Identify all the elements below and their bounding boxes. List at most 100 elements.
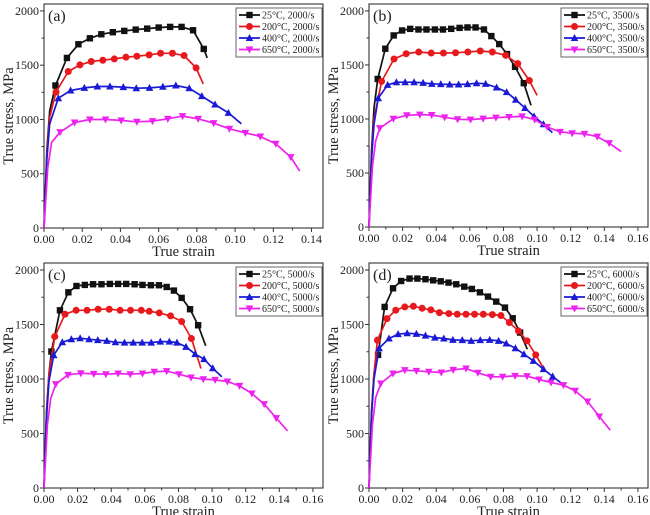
data-point xyxy=(126,371,135,379)
legend-marker xyxy=(571,282,578,289)
data-point xyxy=(374,75,381,83)
data-point xyxy=(172,81,180,89)
chart-panel-b: 0.00 0.02 0.04 0.06 0.08 0.10 0.12 0.14 0.16 0 500… xyxy=(326,3,649,259)
y-tick-label: 500 xyxy=(346,166,364,180)
data-point xyxy=(381,303,388,311)
y-axis-label: True stress, MPa xyxy=(1,67,17,165)
data-point xyxy=(52,82,59,89)
data-point xyxy=(116,306,124,314)
data-point xyxy=(119,83,128,91)
legend-marker xyxy=(570,293,579,300)
data-point xyxy=(93,82,102,90)
data-point xyxy=(385,334,393,342)
data-point xyxy=(54,94,63,102)
data-point xyxy=(178,113,187,121)
data-point xyxy=(209,120,218,128)
data-point xyxy=(496,40,503,48)
series-square xyxy=(368,24,532,228)
data-point xyxy=(593,133,602,141)
data-point xyxy=(192,64,200,72)
legend-entry: 25°C, 5000/s xyxy=(262,270,314,281)
data-point xyxy=(223,378,232,386)
data-point xyxy=(180,52,188,60)
data-point xyxy=(235,382,244,390)
legend-entry: 200°C, 6000/s xyxy=(587,281,644,292)
y-tick-label: 500 xyxy=(346,426,364,440)
data-point xyxy=(194,115,203,123)
series-square xyxy=(43,280,207,489)
plot-frame xyxy=(368,262,649,489)
data-point xyxy=(170,287,178,294)
data-point xyxy=(445,310,453,318)
legend-marker xyxy=(246,282,253,289)
data-point xyxy=(462,310,470,318)
series-square xyxy=(368,275,529,489)
data-point xyxy=(178,294,185,302)
y-tick-label: 1000 xyxy=(340,112,364,126)
data-point xyxy=(583,398,592,406)
y-axis-label: True stress, MPa xyxy=(1,326,17,424)
data-point xyxy=(529,356,538,364)
x-tick-label: 0.08 xyxy=(493,492,514,506)
data-point xyxy=(389,115,398,123)
series-triangle-up xyxy=(43,81,242,229)
data-point xyxy=(111,338,120,346)
legend-entry: 650°C, 6000/s xyxy=(587,304,644,315)
data-point xyxy=(77,370,85,378)
data-point xyxy=(406,25,414,33)
legend-entry: 650°C, 2000/s xyxy=(262,45,319,56)
panel-label: (d) xyxy=(373,267,392,284)
series-line xyxy=(368,81,553,228)
legend-entry: 25°C, 6000/s xyxy=(587,270,639,281)
data-point xyxy=(497,312,505,320)
legend-marker xyxy=(246,23,253,30)
data-point xyxy=(225,125,234,133)
data-point xyxy=(488,311,496,319)
data-point xyxy=(375,125,384,133)
data-point xyxy=(402,50,410,58)
data-point xyxy=(64,68,72,76)
legend-marker xyxy=(571,23,578,30)
data-point xyxy=(447,25,455,33)
data-point xyxy=(556,128,564,136)
data-point xyxy=(472,24,479,31)
series-triangle-up xyxy=(368,78,553,228)
data-point xyxy=(468,285,476,293)
data-point xyxy=(461,283,468,290)
series-triangle-down xyxy=(43,368,289,489)
data-point xyxy=(132,84,141,92)
x-tick-label: 0.06 xyxy=(148,232,169,246)
y-tick-label: 2000 xyxy=(15,4,39,18)
data-point xyxy=(186,306,194,313)
data-point xyxy=(164,115,172,123)
data-point xyxy=(523,337,531,345)
data-point xyxy=(452,49,460,57)
data-point xyxy=(509,315,516,322)
data-point xyxy=(543,123,551,131)
data-point xyxy=(511,95,520,103)
series-triangle-up xyxy=(368,329,564,489)
data-point xyxy=(390,55,398,63)
data-point xyxy=(132,26,139,33)
legend-entry: 200°C, 2000/s xyxy=(262,22,319,33)
data-point xyxy=(199,376,208,384)
data-point xyxy=(488,32,495,40)
data-point xyxy=(138,338,146,346)
data-point xyxy=(436,80,445,88)
data-point xyxy=(131,281,138,288)
data-point xyxy=(98,281,105,288)
data-point xyxy=(105,305,113,313)
data-point xyxy=(559,382,568,390)
data-point xyxy=(412,329,421,337)
data-point xyxy=(70,119,79,127)
x-axis-label: True strain xyxy=(152,504,215,515)
data-point xyxy=(511,344,520,352)
data-point xyxy=(182,342,190,350)
data-point xyxy=(86,35,94,42)
data-point xyxy=(523,373,531,381)
data-point xyxy=(605,140,613,148)
data-point xyxy=(530,116,539,124)
legend-entry: 400°C, 5000/s xyxy=(262,293,319,304)
data-point xyxy=(437,369,446,377)
plot-frame xyxy=(368,3,649,228)
